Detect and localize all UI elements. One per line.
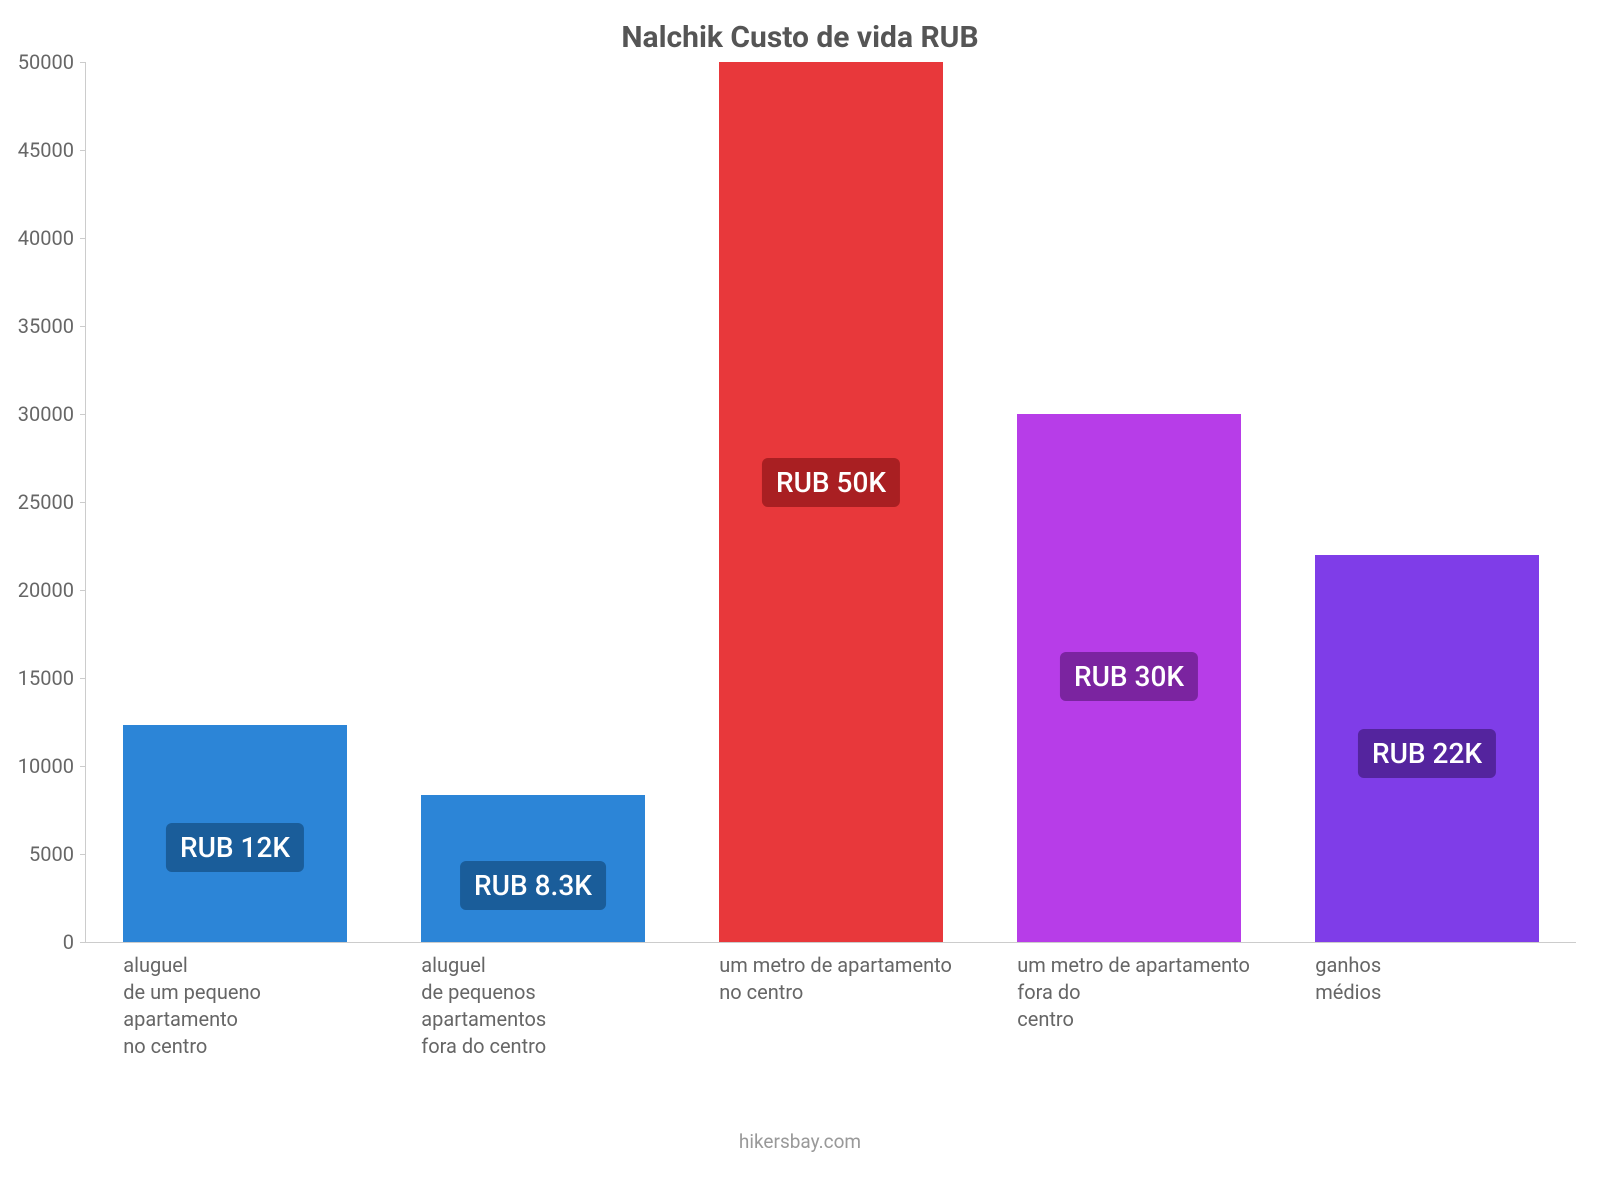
y-tick-mark <box>80 678 86 679</box>
y-tick-label: 15000 <box>18 666 74 690</box>
x-axis-label: um metro de apartamento fora do centro <box>1017 952 1250 1033</box>
y-tick-mark <box>80 766 86 767</box>
chart-container: Nalchik Custo de vida RUB RUB 12K RUB 8.3… <box>0 0 1600 1200</box>
bar-value-label: RUB 8.3K <box>460 861 606 910</box>
bar-value-label: RUB 22K <box>1358 729 1496 778</box>
y-tick-label: 10000 <box>18 754 74 778</box>
y-tick-label: 20000 <box>18 578 74 602</box>
x-axis-label: ganhos médios <box>1315 952 1381 1006</box>
y-tick-mark <box>80 62 86 63</box>
bar-value-label: RUB 50K <box>762 458 900 507</box>
y-tick-mark <box>80 942 86 943</box>
y-tick-mark <box>80 502 86 503</box>
bar-value-label: RUB 12K <box>166 823 304 872</box>
y-tick-label: 30000 <box>18 402 74 426</box>
y-tick-mark <box>80 854 86 855</box>
y-tick-label: 50000 <box>18 50 74 74</box>
y-tick-label: 25000 <box>18 490 74 514</box>
x-axis-label: aluguel de pequenos apartamentos fora do… <box>421 952 546 1060</box>
y-tick-label: 5000 <box>29 842 74 866</box>
bars-layer: RUB 12K RUB 8.3K RUB 50K RUB 30K RUB 22K <box>86 62 1576 942</box>
y-tick-mark <box>80 238 86 239</box>
bar-value-label: RUB 30K <box>1060 652 1198 701</box>
y-tick-label: 45000 <box>18 138 74 162</box>
x-axis-label: um metro de apartamento no centro <box>719 952 952 1006</box>
y-tick-label: 40000 <box>18 226 74 250</box>
plot-area: RUB 12KRUB 8.3KRUB 50KRUB 30KRUB 22K alu… <box>85 62 1576 943</box>
y-tick-mark <box>80 414 86 415</box>
y-tick-mark <box>80 590 86 591</box>
attribution-text: hikersbay.com <box>0 1130 1600 1153</box>
y-tick-mark <box>80 326 86 327</box>
y-tick-label: 35000 <box>18 314 74 338</box>
y-tick-mark <box>80 150 86 151</box>
y-tick-label: 0 <box>63 930 74 954</box>
chart-title: Nalchik Custo de vida RUB <box>0 20 1600 55</box>
x-axis-label: aluguel de um pequeno apartamento no cen… <box>123 952 261 1060</box>
